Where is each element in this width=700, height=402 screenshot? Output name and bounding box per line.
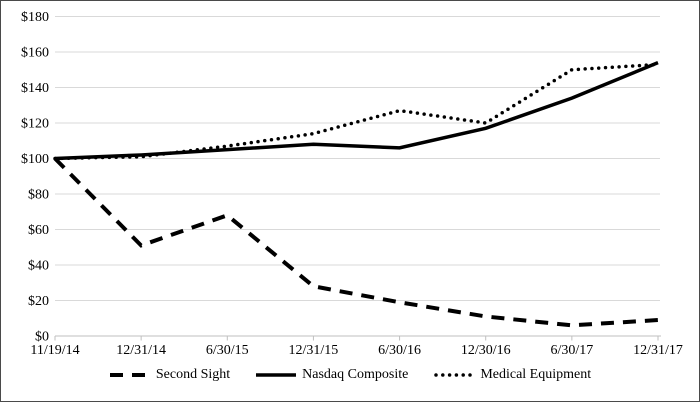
legend-item-second-sight: Second Sight: [109, 367, 230, 383]
x-axis-label: 6/30/15: [206, 343, 249, 358]
y-axis-label: $160: [21, 46, 49, 61]
dashed-line-sample-icon: [109, 373, 150, 377]
legend-item-nasdaq-composite: Nasdaq Composite: [255, 367, 408, 383]
x-axis-label: 12/31/15: [289, 343, 339, 358]
x-axis-label: 6/30/16: [378, 343, 421, 358]
y-axis-label: $40: [28, 259, 49, 274]
x-axis-label: 12/31/14: [116, 343, 166, 358]
x-axis-label: 11/19/14: [30, 343, 79, 358]
y-axis-label: $120: [21, 117, 49, 132]
y-axis-label: $20: [28, 294, 49, 309]
y-axis-label: $180: [21, 10, 49, 25]
series-line-second-sight: [53, 157, 659, 328]
x-axis-label: 12/30/16: [461, 343, 511, 358]
legend-label-nasdaq-composite: Nasdaq Composite: [302, 367, 409, 382]
x-axis-label: 6/30/17: [550, 343, 593, 358]
dotted-line-sample-icon: [434, 373, 476, 377]
y-axis-label: $100: [21, 152, 49, 167]
y-axis-label: $60: [28, 223, 49, 238]
y-axis-label: $140: [21, 81, 49, 96]
series-line-nasdaq-composite: [54, 61, 659, 161]
legend-label-second-sight: Second Sight: [155, 367, 231, 382]
solid-line-sample-icon: [256, 373, 297, 377]
y-axis-label: $80: [28, 188, 49, 203]
x-axis-label: 12/31/17: [633, 343, 683, 358]
y-axis-label: $0: [35, 330, 49, 345]
series-line-medical-equipment: [53, 62, 660, 161]
chart-legend: Second Sight Nasdaq Composite Medical Eq…: [1, 367, 699, 383]
legend-label-medical-equipment: Medical Equipment: [480, 367, 592, 382]
legend-item-medical-equipment: Medical Equipment: [433, 367, 591, 383]
